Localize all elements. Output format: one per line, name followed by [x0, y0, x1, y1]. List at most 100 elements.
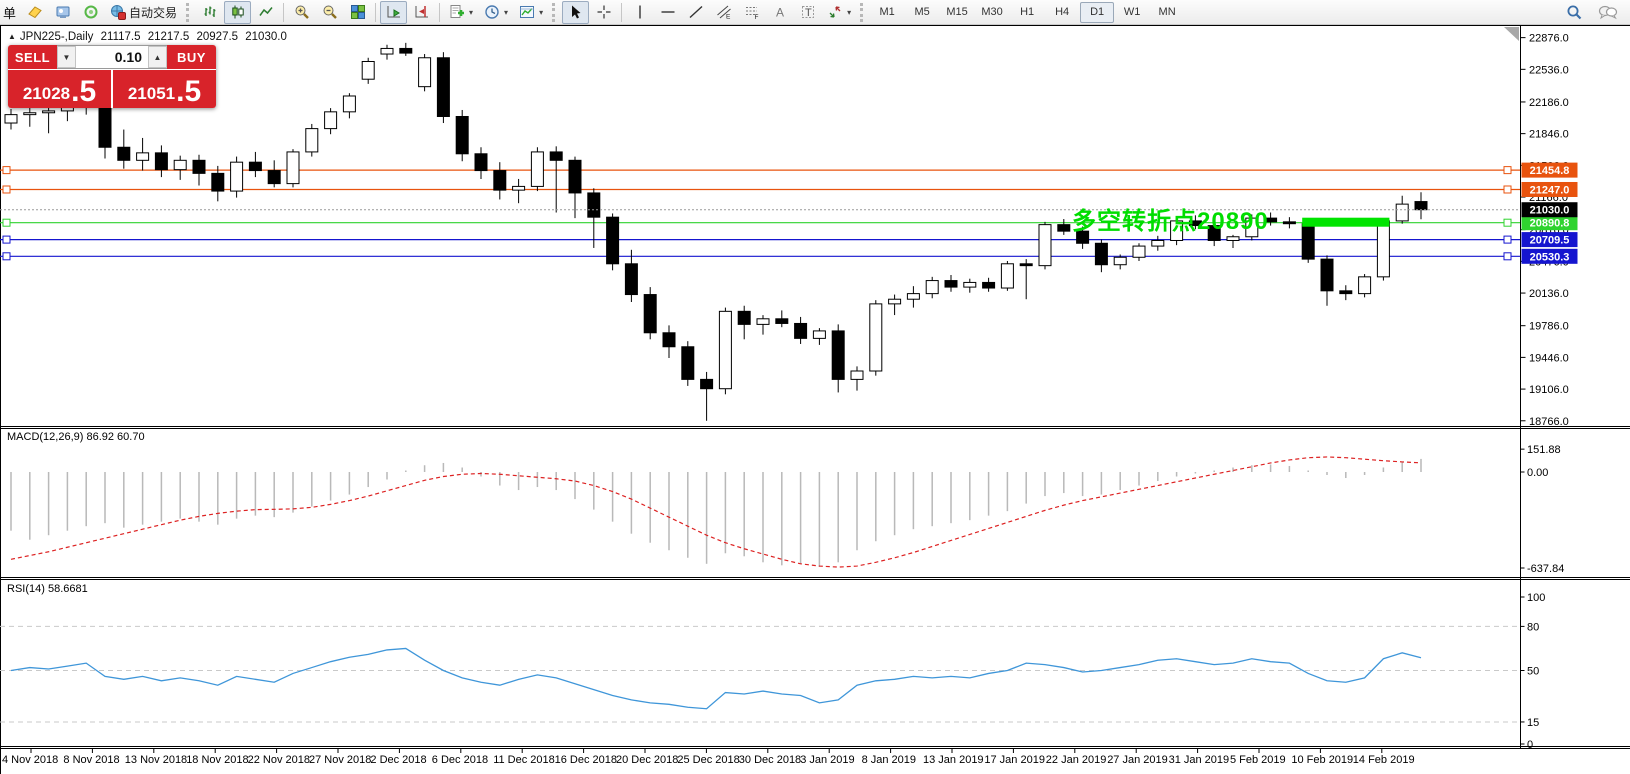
date-label: 2 Dec 2018: [370, 754, 426, 766]
fibonacci-icon[interactable]: F: [738, 1, 765, 24]
search-icon[interactable]: [1561, 1, 1588, 24]
timeframe-button-D1[interactable]: D1: [1080, 1, 1115, 23]
candle-bearish: [1414, 201, 1428, 211]
arrows-button[interactable]: ▾: [822, 1, 856, 24]
candle-bullish: [230, 161, 244, 192]
date-label: 11 Dec 2018: [493, 754, 555, 766]
price-label-text: 20530.3: [1530, 251, 1570, 263]
chart-shift-icon[interactable]: [408, 1, 435, 24]
new-order-icon[interactable]: [21, 1, 48, 24]
hline-20709.5[interactable]: [0, 235, 1520, 244]
hline-21454.8[interactable]: [0, 166, 1520, 175]
vertical-line-icon[interactable]: [626, 1, 653, 24]
timeframe-button-M5[interactable]: M5: [914, 6, 930, 18]
crosshair-icon[interactable]: [590, 1, 617, 24]
volume-input[interactable]: [76, 46, 148, 68]
timeframe-button-M30[interactable]: M30: [981, 6, 1003, 18]
chart-annotation-text[interactable]: 多空转折点20890: [1072, 208, 1269, 235]
candle-bearish: [662, 332, 676, 348]
axis-label-21247.0[interactable]: 21247.0: [1521, 181, 1578, 197]
clock-icon: [485, 5, 499, 19]
candle-bearish: [248, 161, 262, 172]
pane-splitter[interactable]: [0, 577, 1630, 580]
line-handle[interactable]: [2, 218, 11, 227]
chat-icon[interactable]: [1594, 1, 1621, 24]
date-label: 20 Dec 2018: [616, 754, 678, 766]
price-label-text: 21030.0: [1530, 205, 1570, 217]
buy-button[interactable]: BUY: [167, 45, 216, 69]
candle-bullish: [418, 57, 432, 88]
collapse-arrow-icon[interactable]: ▲: [8, 32, 16, 41]
line-handle[interactable]: [1503, 185, 1512, 194]
zoom-out-icon[interactable]: [316, 1, 343, 24]
line-chart-icon[interactable]: [252, 1, 279, 24]
candlestick-chart-icon[interactable]: [224, 0, 252, 24]
timeframe-button-M1[interactable]: M1: [879, 6, 895, 18]
chart-shift-marker[interactable]: [1504, 27, 1519, 41]
candle-bearish: [1264, 217, 1278, 223]
zoom-in-icon[interactable]: [288, 1, 315, 24]
rsi-tick-label: 15: [1527, 717, 1539, 729]
volume-increase-button[interactable]: ▲: [148, 46, 167, 68]
templates-button[interactable]: ▾: [514, 1, 548, 24]
hline-21247.0[interactable]: [0, 185, 1520, 194]
line-handle[interactable]: [2, 166, 11, 175]
indicators-button[interactable]: ▾: [444, 1, 478, 24]
hline-20890.8[interactable]: [0, 218, 1520, 227]
price-axis[interactable]: 22876.022536.022186.021846.021506.021166…: [1520, 25, 1578, 752]
price-label-text: 20709.5: [1530, 235, 1570, 247]
text-label-icon[interactable]: T: [794, 1, 821, 24]
candle-bullish: [380, 47, 394, 55]
signals-icon[interactable]: [77, 1, 104, 24]
axis-label-20709.5[interactable]: 20709.5: [1521, 232, 1578, 248]
date-axis[interactable]: 4 Nov 2018 8 Nov 2018 13 Nov 2018 18 Nov 20…: [2, 749, 1415, 766]
line-handle[interactable]: [1503, 235, 1512, 244]
line-handle[interactable]: [1503, 166, 1512, 175]
candle-bearish: [1076, 230, 1090, 244]
line-handle[interactable]: [2, 235, 11, 244]
line-handle[interactable]: [2, 252, 11, 261]
timeframe-button-W1[interactable]: W1: [1123, 6, 1141, 18]
periods-button[interactable]: ▾: [479, 1, 513, 24]
tile-windows-icon[interactable]: [344, 1, 371, 24]
axis-label-20890.8[interactable]: 20890.8: [1521, 215, 1578, 231]
trendline-icon[interactable]: [682, 1, 709, 24]
candle-bullish: [361, 60, 375, 80]
autotrading-button[interactable]: 自动交易: [105, 1, 182, 24]
bid-price[interactable]: 21028 .5: [8, 70, 111, 108]
bar-chart-icon[interactable]: [196, 1, 223, 24]
macd-tick-label: -637.84: [1527, 563, 1564, 575]
ask-price[interactable]: 21051 .5: [113, 70, 216, 108]
pane-splitter[interactable]: [0, 426, 1630, 429]
rsi-indicator-label: RSI(14) 58.6681: [7, 583, 88, 595]
ohlc-high: 21217.5: [147, 31, 190, 43]
candle-bullish: [925, 280, 939, 295]
timeframe-button-H1[interactable]: H1: [1020, 6, 1035, 18]
axis-label-20530.3[interactable]: 20530.3: [1521, 248, 1578, 264]
current-price-label[interactable]: 21030.0: [1521, 202, 1578, 218]
auto-scroll-icon[interactable]: [380, 0, 408, 24]
timeframe-button-H4[interactable]: H4: [1055, 6, 1070, 18]
equidistant-channel-icon[interactable]: E: [710, 1, 737, 24]
line-handle[interactable]: [1503, 218, 1512, 227]
market-watch-icon[interactable]: [49, 1, 76, 24]
price-tick-label: 19786.0: [1529, 321, 1569, 333]
axis-label-21454.8[interactable]: 21454.8: [1521, 162, 1578, 178]
orders-label[interactable]: 单: [3, 5, 17, 21]
highlight-bar[interactable]: [1302, 217, 1390, 227]
volume-decrease-button[interactable]: ▼: [57, 46, 76, 68]
pane-splitter[interactable]: [0, 746, 1630, 749]
line-handle[interactable]: [2, 185, 11, 194]
line-handle[interactable]: [1503, 252, 1512, 261]
horizontal-line-icon[interactable]: [654, 1, 681, 24]
cursor-icon[interactable]: [562, 0, 590, 24]
candle-bearish: [117, 146, 131, 161]
timeframe-button-M15[interactable]: M15: [946, 6, 968, 18]
sell-button[interactable]: SELL: [8, 45, 57, 69]
text-icon[interactable]: A: [766, 1, 793, 24]
toolbar-separator: [621, 2, 623, 22]
hline-20530.3[interactable]: [0, 252, 1520, 261]
timeframe-button-MN[interactable]: MN: [1158, 6, 1176, 18]
price-label-text: 20890.8: [1530, 218, 1570, 230]
